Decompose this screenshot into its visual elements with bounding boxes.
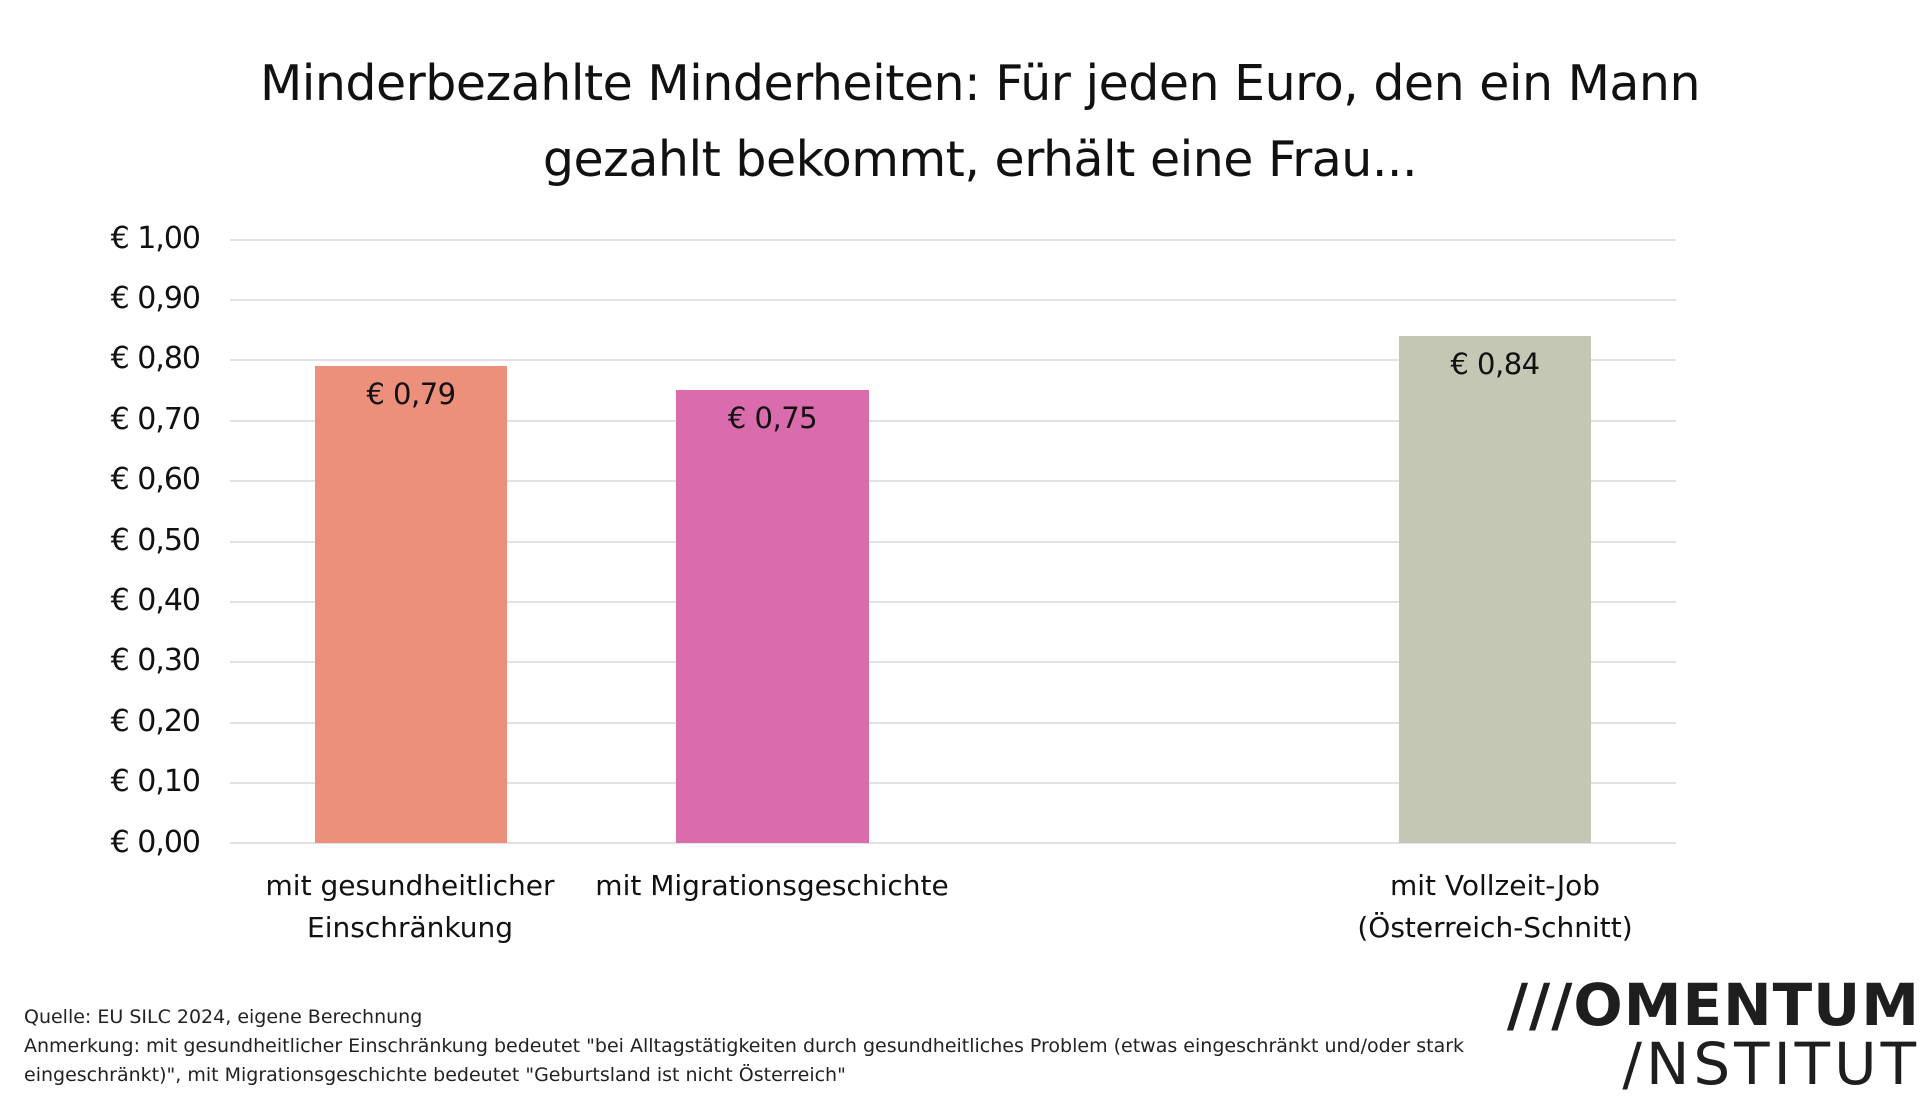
y-tick-label: € 0,00: [110, 825, 201, 860]
y-tick-label: € 0,10: [110, 764, 201, 799]
x-category-label: mit Migrationsgeschichte: [582, 865, 962, 907]
y-tick-label: € 0,80: [110, 341, 201, 376]
category-line-2: Einschränkung: [307, 911, 513, 944]
y-tick-label: € 0,60: [110, 462, 201, 497]
gridline: [230, 299, 1676, 301]
y-tick-label: € 0,40: [110, 583, 201, 618]
bar-value-label: € 0,84: [1450, 347, 1540, 381]
category-line-1: mit Vollzeit-Job: [1389, 869, 1601, 902]
y-tick-label: € 0,20: [110, 704, 201, 739]
annotation-line-2: eingeschränkt)", mit Migrationsgeschicht…: [24, 1064, 846, 1086]
x-category-label: mit Vollzeit-Job (Österreich-Schnitt): [1325, 865, 1665, 949]
category-line-2: (Österreich-Schnitt): [1357, 911, 1633, 944]
chart-title-line-1: Minderbezahlte Minderheiten: Für jeden E…: [259, 55, 1701, 112]
gridline: [230, 782, 1676, 784]
gridline: [230, 541, 1676, 543]
chart-title: Minderbezahlte Minderheiten: Für jeden E…: [0, 46, 1920, 198]
gridline: [230, 480, 1676, 482]
logo-line-1: ///OMENTUM: [1506, 971, 1920, 1039]
y-tick-label: € 0,70: [110, 402, 201, 437]
y-tick-label: € 0,50: [110, 523, 201, 558]
chart-title-line-2: gezahlt bekommt, erhält eine Frau...: [542, 131, 1418, 188]
y-tick-label: € 0,90: [110, 281, 201, 316]
bar-migration-background[interactable]: € 0,75: [676, 390, 869, 843]
x-category-label: mit gesundheitlicher Einschränkung: [240, 865, 580, 949]
gridline: [230, 239, 1676, 241]
bar-fulltime-job[interactable]: € 0,84: [1399, 336, 1591, 843]
bar-value-label: € 0,75: [727, 401, 818, 435]
gridline: [230, 661, 1676, 663]
bar-health-restriction[interactable]: € 0,79: [315, 366, 507, 843]
y-tick-label: € 0,30: [110, 643, 201, 678]
gridline: [230, 601, 1676, 603]
category-line-1: mit Migrationsgeschichte: [595, 869, 949, 902]
gridline: [230, 722, 1676, 724]
annotation-line-1: Anmerkung: mit gesundheitlicher Einschrä…: [24, 1035, 1465, 1057]
momentum-institut-logo: ///OMENTUM /NSTITUT: [1500, 976, 1920, 1094]
logo-line-2: /NSTITUT: [1622, 1030, 1920, 1098]
plot-area: € 0,79 € 0,75 € 0,84: [230, 239, 1676, 844]
source-note: Quelle: EU SILC 2024, eigene Berechnung: [24, 1006, 423, 1028]
bar-value-label: € 0,79: [366, 377, 456, 411]
y-tick-label: € 1,00: [110, 221, 201, 256]
category-line-1: mit gesundheitlicher: [265, 869, 555, 902]
gridline: [230, 359, 1676, 361]
gridline: [230, 420, 1676, 422]
x-axis-baseline: [230, 842, 1676, 844]
